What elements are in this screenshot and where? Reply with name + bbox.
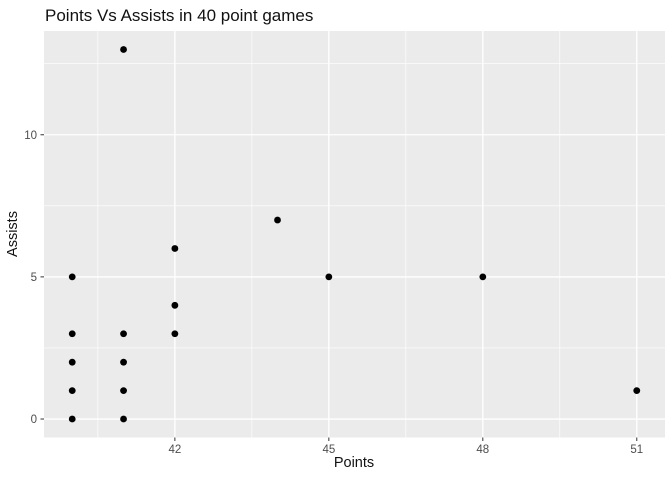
data-point bbox=[120, 387, 127, 394]
chart-title: Points Vs Assists in 40 point games bbox=[45, 6, 314, 25]
data-point bbox=[68, 387, 76, 394]
x-tick-label: 42 bbox=[168, 444, 181, 456]
data-point bbox=[479, 273, 487, 281]
x-axis-title: Points bbox=[333, 455, 375, 471]
data-point bbox=[120, 46, 127, 53]
x-tick-label: 45 bbox=[322, 444, 335, 456]
x-tick-label: 48 bbox=[476, 444, 489, 456]
y-tick-label: 0 bbox=[31, 414, 37, 426]
y-axis-title: Assists bbox=[5, 211, 21, 257]
data-point bbox=[274, 216, 281, 224]
x-tick-label: 51 bbox=[630, 444, 643, 456]
data-point bbox=[120, 358, 127, 366]
data-point bbox=[171, 301, 179, 309]
data-point bbox=[120, 415, 127, 423]
data-point bbox=[171, 330, 179, 338]
data-point bbox=[633, 387, 641, 394]
data-point bbox=[68, 358, 76, 366]
data-point bbox=[68, 415, 76, 423]
data-point bbox=[120, 330, 127, 338]
data-point bbox=[68, 273, 76, 281]
data-point bbox=[325, 273, 333, 281]
plot-panel bbox=[44, 31, 665, 438]
data-point bbox=[68, 330, 76, 338]
data-point bbox=[171, 245, 179, 252]
y-tick-label: 5 bbox=[31, 272, 37, 284]
y-tick-label: 10 bbox=[24, 130, 37, 142]
